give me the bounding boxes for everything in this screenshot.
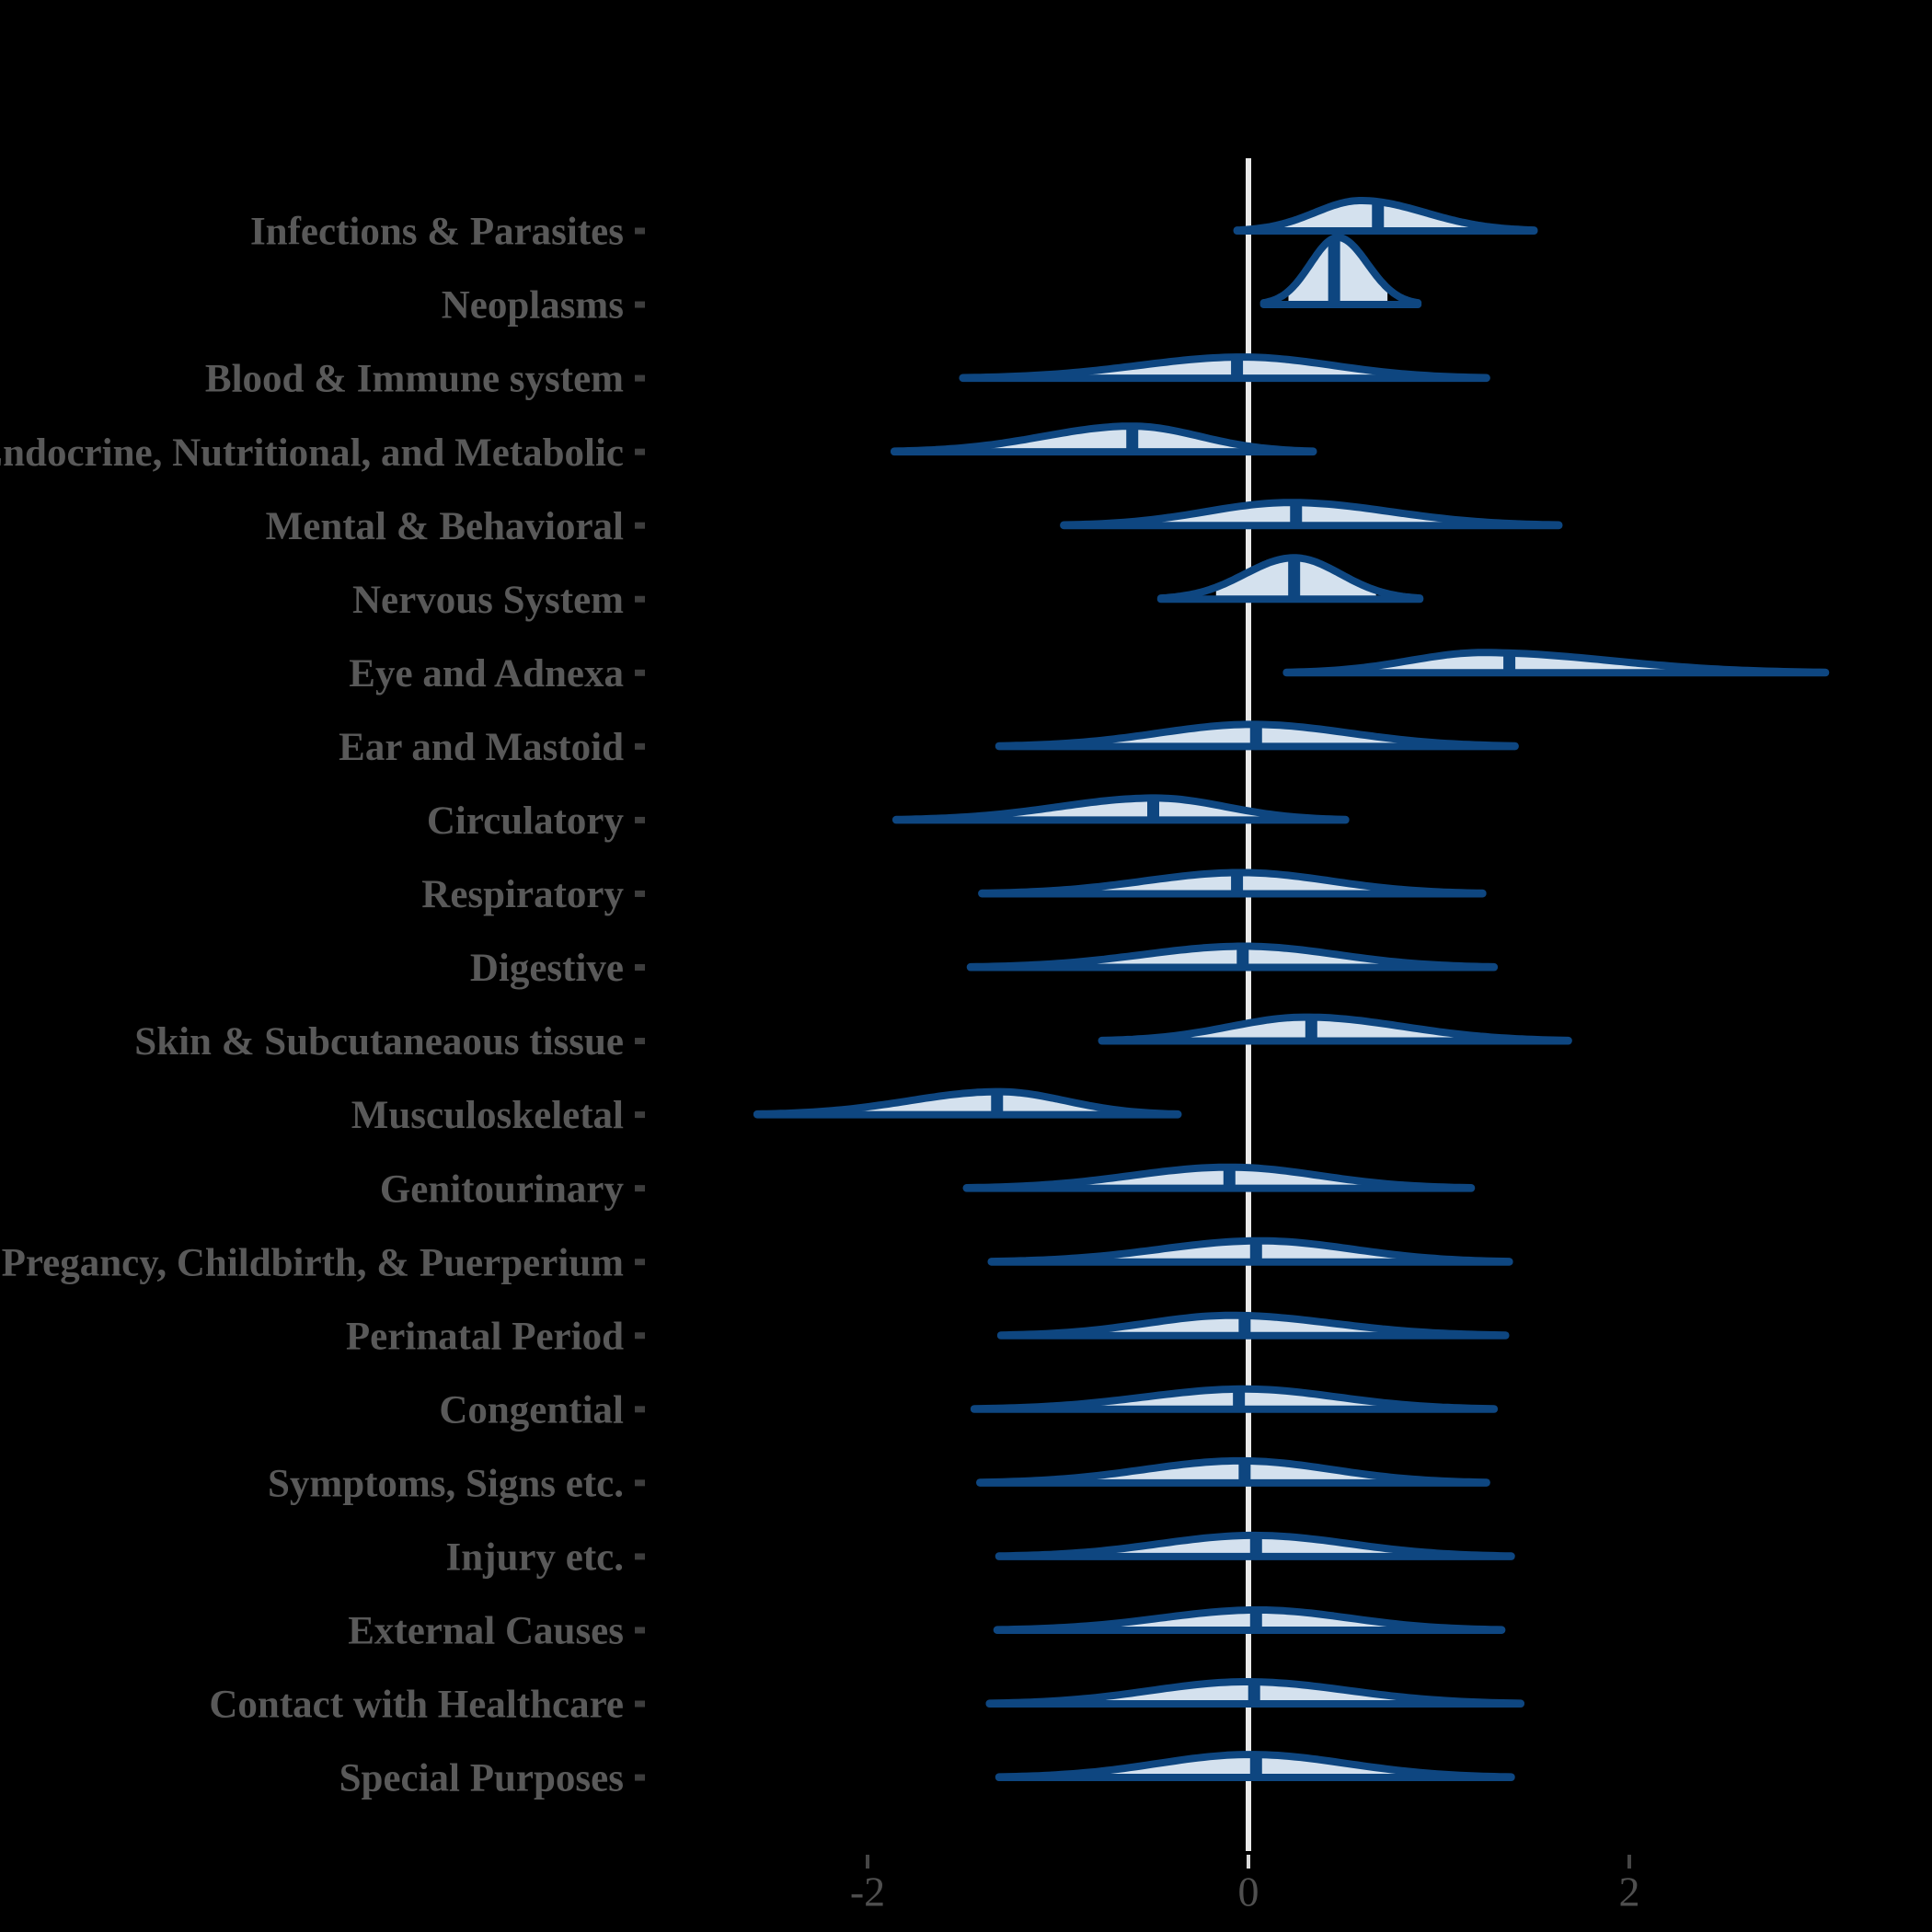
density-curve [966, 942, 1498, 971]
x-tick-label: -2 [850, 1869, 885, 1915]
y-axis-tick [635, 816, 645, 823]
category-label: Blood & Immune system [205, 358, 624, 401]
category-label: Mental & Behavioral [266, 505, 624, 548]
violin-row [753, 1087, 1182, 1119]
violin-row [995, 1531, 1515, 1560]
category-label: Nervous System [352, 579, 624, 622]
category-label: Pregancy, Childbirth, & Puerperium [2, 1241, 625, 1284]
violin-row [1233, 197, 1538, 235]
density-curve [970, 1385, 1498, 1413]
y-axis-tick [635, 669, 645, 676]
category-label: Digestive [470, 947, 624, 990]
y-axis-tick [635, 1774, 645, 1781]
category-label: Circulatory [427, 799, 625, 843]
violin-row [987, 1236, 1513, 1266]
category-label: Infections & Parasites [250, 211, 624, 254]
violin-row [976, 1456, 1490, 1487]
density-curve [1060, 499, 1563, 529]
x-tick-label: 0 [1238, 1869, 1259, 1915]
category-label: External Causes [348, 1610, 624, 1653]
density-curve [995, 720, 1519, 750]
y-axis-tick [635, 1627, 645, 1634]
y-axis-tick [635, 890, 645, 897]
violin-row [996, 1311, 1510, 1340]
y-axis-tick [635, 1259, 645, 1266]
violin-row [892, 794, 1350, 824]
violin-row [985, 1678, 1525, 1708]
violin-row [1259, 234, 1422, 309]
x-tick-label: 2 [1619, 1869, 1640, 1915]
y-axis-tick [635, 1479, 645, 1487]
category-label: Perinatal Period [346, 1315, 624, 1358]
density-curve [987, 1236, 1513, 1266]
density-curve [995, 1531, 1515, 1560]
violin-row [995, 720, 1519, 751]
density-curve [1259, 234, 1422, 307]
category-label: Ear and Mastoid [339, 726, 624, 769]
violin-row [890, 422, 1317, 456]
violin-row [995, 1751, 1515, 1782]
density-curve [959, 353, 1490, 382]
y-axis-tick [635, 448, 645, 455]
y-axis-tick [635, 301, 645, 308]
violin-row [1060, 499, 1563, 530]
y-axis-tick [635, 1185, 645, 1192]
y-axis-tick [635, 1553, 645, 1560]
category-label: Musculoskeletal [351, 1094, 624, 1137]
y-axis-tick [635, 964, 645, 971]
category-label: Respiratory [421, 873, 624, 916]
category-label: Injury etc. [446, 1536, 624, 1580]
y-axis-tick [635, 595, 645, 603]
y-axis-tick [635, 742, 645, 750]
category-label: Eye and Adnexa [349, 652, 624, 696]
density-interval-fill [996, 798, 1285, 821]
violin-row [1282, 649, 1830, 677]
violin-row [978, 868, 1487, 898]
violin-row [970, 1385, 1499, 1413]
y-axis-tick [635, 1332, 645, 1340]
density-interval-fill [987, 426, 1257, 453]
density-curve [995, 1751, 1515, 1781]
violin-row [962, 1163, 1476, 1192]
y-axis-tick [635, 522, 645, 529]
density-curve [891, 422, 1317, 455]
violin-row [1098, 1013, 1572, 1045]
violin-row [966, 942, 1499, 972]
category-label: Neoplasms [442, 284, 624, 328]
density-curve [1098, 1013, 1572, 1044]
category-label: Genitourinary [380, 1167, 625, 1211]
violin-row [1156, 554, 1424, 604]
density-curve [976, 1456, 1490, 1487]
y-axis-tick [635, 1700, 645, 1708]
density-curve [985, 1678, 1524, 1708]
y-axis-tick [635, 1111, 645, 1119]
category-label: Contact with Healthcare [209, 1684, 624, 1727]
y-axis-tick [635, 1038, 645, 1045]
category-label: Endocrine, Nutritional, and Metabolic [0, 431, 624, 475]
y-axis-tick [635, 1406, 645, 1413]
density-curve [993, 1606, 1506, 1634]
violin-row [993, 1606, 1506, 1634]
category-label: Skin & Subcutaneaous tissue [134, 1020, 624, 1064]
density-curve [1156, 554, 1424, 603]
violin-row [959, 353, 1490, 383]
density-interval-fill [1087, 1460, 1390, 1483]
y-axis-tick [635, 227, 645, 235]
density-curve [962, 1163, 1476, 1191]
density-interval-fill [845, 1091, 1125, 1115]
density-curve [1233, 197, 1538, 235]
density-curve [978, 868, 1487, 897]
y-axis-tick [635, 374, 645, 382]
category-label: Symptoms, Signs etc. [268, 1462, 624, 1505]
category-label: Congential [439, 1388, 624, 1432]
category-label: Special Purposes [339, 1757, 624, 1800]
